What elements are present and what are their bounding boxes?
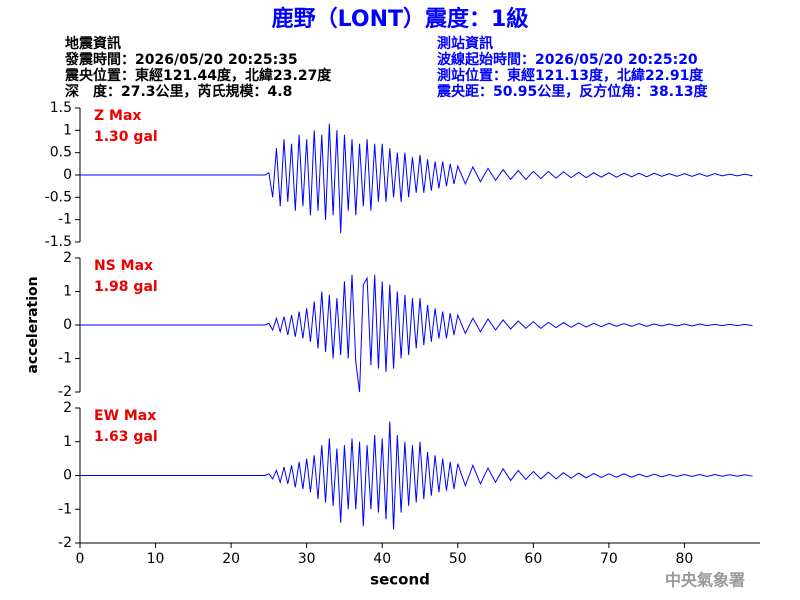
footer: 中央氣象署 xyxy=(665,571,745,590)
y-tick-label: 2 xyxy=(63,400,72,416)
info-line: 測站資訊 xyxy=(437,35,493,52)
waveform xyxy=(80,123,753,234)
info-line: 測站位置：東經121.13度，北緯22.91度 xyxy=(437,67,704,84)
x-tick-label: 50 xyxy=(449,551,467,567)
y-tick-label: 0.5 xyxy=(50,145,72,161)
x-tick-label: 60 xyxy=(524,551,542,567)
y-tick-label: 0 xyxy=(63,468,72,484)
y-tick-label: 1.5 xyxy=(50,100,72,116)
x-tick-label: 0 xyxy=(76,551,85,567)
waveform xyxy=(80,274,753,393)
info-line: 地震資訊 xyxy=(65,35,121,52)
waveform xyxy=(80,421,753,530)
info-line: 震央位置：東經121.44度，北緯23.27度 xyxy=(64,67,332,84)
x-tick-label: 80 xyxy=(676,551,694,567)
annotation: NS Max xyxy=(94,258,153,274)
annotation: 1.30 gal xyxy=(94,129,158,145)
info-line: 發震時間：2026/05/20 20:25:35 xyxy=(64,51,298,68)
x-tick-label: 20 xyxy=(222,551,240,567)
annotation: 1.98 gal xyxy=(94,279,158,295)
info-line: 震央距：50.95公里，反方位角：38.13度 xyxy=(436,83,709,100)
annotation: EW Max xyxy=(94,408,156,424)
y-tick-label: -2 xyxy=(58,535,72,551)
y-tick-label: 0 xyxy=(63,317,72,333)
annotation: 1.63 gal xyxy=(94,429,158,445)
chart-title: 鹿野（LONT）震度：1級 xyxy=(272,6,529,32)
y-axis-label: acceleration xyxy=(25,276,41,373)
y-tick-label: 1 xyxy=(63,434,72,450)
x-tick-label: 70 xyxy=(600,551,618,567)
x-tick-label: 40 xyxy=(373,551,391,567)
y-tick-label: 0 xyxy=(63,167,72,183)
y-tick-label: -1.5 xyxy=(45,234,72,250)
y-tick-label: 1 xyxy=(63,284,72,300)
y-tick-label: -1 xyxy=(58,212,72,228)
info-line: 深 度：27.3公里，芮氏規模：4.8 xyxy=(65,83,292,100)
x-tick-label: 10 xyxy=(147,551,165,567)
y-tick-label: -2 xyxy=(58,384,72,400)
x-axis-label: second xyxy=(370,571,430,589)
y-tick-label: 1 xyxy=(63,122,72,138)
y-tick-label: -0.5 xyxy=(45,189,72,205)
y-tick-label: -1 xyxy=(58,351,72,367)
x-tick-label: 30 xyxy=(298,551,316,567)
y-tick-label: 2 xyxy=(63,250,72,266)
info-line: 波線起始時間：2026/05/20 20:25:20 xyxy=(437,51,698,68)
y-tick-label: -1 xyxy=(58,501,72,517)
annotation: Z Max xyxy=(94,108,141,124)
